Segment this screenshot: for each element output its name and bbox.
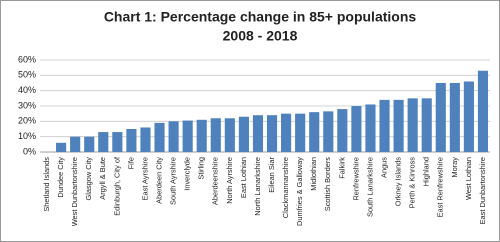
y-tick-label: 10% bbox=[18, 131, 36, 141]
x-tick-label: Orkney Islands bbox=[394, 157, 403, 207]
bar bbox=[351, 106, 362, 152]
bar bbox=[210, 118, 221, 152]
x-tick-label: Stirling bbox=[197, 157, 206, 180]
x-tick-label: Dundee City bbox=[56, 157, 65, 198]
y-tick-label: 40% bbox=[18, 85, 36, 95]
bar bbox=[224, 118, 235, 152]
x-tick-label: Fife bbox=[126, 157, 135, 169]
x-tick-label: Inverclyde bbox=[183, 157, 192, 191]
x-tick-label: Aberdeen City bbox=[154, 157, 163, 204]
bar bbox=[266, 115, 278, 152]
bar bbox=[421, 98, 432, 152]
x-tick-label: East Renfrewshire bbox=[436, 157, 445, 217]
x-tick-label: South Lanarkshire bbox=[365, 157, 374, 217]
x-tick-label: Angus bbox=[379, 157, 388, 178]
bar bbox=[379, 99, 390, 152]
x-tick-label: Shetland Islands bbox=[42, 157, 51, 212]
bar bbox=[365, 104, 376, 152]
x-tick-label: Moray bbox=[450, 157, 459, 178]
bar bbox=[168, 121, 179, 152]
x-tick-label: West Lothian bbox=[464, 157, 473, 200]
x-tick-label: Clackmannanshire bbox=[281, 157, 290, 218]
bar bbox=[70, 136, 81, 152]
x-tick-label: South Ayrshire bbox=[169, 157, 178, 205]
x-tick-label: Eilean Siar bbox=[267, 156, 276, 192]
bar bbox=[323, 111, 334, 152]
x-tick-label: Dumfries & Galloway bbox=[295, 157, 304, 226]
bar bbox=[477, 70, 489, 152]
x-tick-label: West Dunbartonshire bbox=[70, 157, 79, 226]
x-tick-label: Midlothian bbox=[309, 157, 318, 191]
x-tick-label: Renfrewshire bbox=[351, 157, 360, 201]
x-tick-label: Perth & Kinross bbox=[408, 157, 417, 209]
bar bbox=[337, 109, 348, 152]
bar bbox=[112, 132, 123, 152]
bar bbox=[435, 83, 446, 152]
bar bbox=[309, 112, 320, 152]
y-tick-label: 30% bbox=[18, 100, 36, 110]
x-tick-label: Highland bbox=[422, 157, 431, 186]
y-tick-label: 20% bbox=[18, 116, 36, 126]
x-tick-label: Edinburgh, City of bbox=[112, 156, 121, 216]
x-tick-label: Scottish Borders bbox=[323, 157, 332, 212]
bar bbox=[140, 127, 151, 152]
x-tick-label: Aberdeenshire bbox=[211, 157, 220, 205]
x-tick-label: North Lanarkshire bbox=[253, 157, 262, 216]
x-tick-label: Falkirk bbox=[337, 157, 346, 179]
x-tick-label: Argyll & Bute bbox=[98, 157, 107, 200]
bar bbox=[449, 83, 460, 152]
bar bbox=[295, 113, 306, 152]
y-tick-label: 60% bbox=[18, 54, 36, 64]
y-tick-label: 50% bbox=[18, 70, 36, 80]
x-tick-label: East Dunbartonshire bbox=[478, 157, 487, 224]
bar bbox=[407, 98, 418, 152]
bar bbox=[84, 136, 95, 152]
bar bbox=[463, 81, 474, 152]
bar bbox=[252, 115, 264, 152]
x-tick-label: East Ayrshire bbox=[140, 157, 149, 200]
x-tick-label: East Lothian bbox=[239, 157, 248, 198]
x-tick-label: North Ayrshire bbox=[225, 157, 234, 204]
bar bbox=[182, 120, 193, 152]
bar bbox=[196, 119, 207, 152]
bar bbox=[56, 142, 67, 152]
chart-title: Chart 1: Percentage change in 85+ popula… bbox=[104, 9, 417, 25]
bar bbox=[238, 116, 249, 152]
x-tick-label: Glasgow City bbox=[84, 157, 93, 201]
bar bbox=[154, 122, 165, 152]
bar bbox=[98, 132, 109, 152]
bar bbox=[281, 113, 292, 152]
bar bbox=[126, 129, 137, 152]
y-tick-label: 0% bbox=[23, 146, 36, 156]
chart-subtitle: 2008 - 2018 bbox=[223, 28, 298, 44]
bar bbox=[393, 99, 404, 152]
